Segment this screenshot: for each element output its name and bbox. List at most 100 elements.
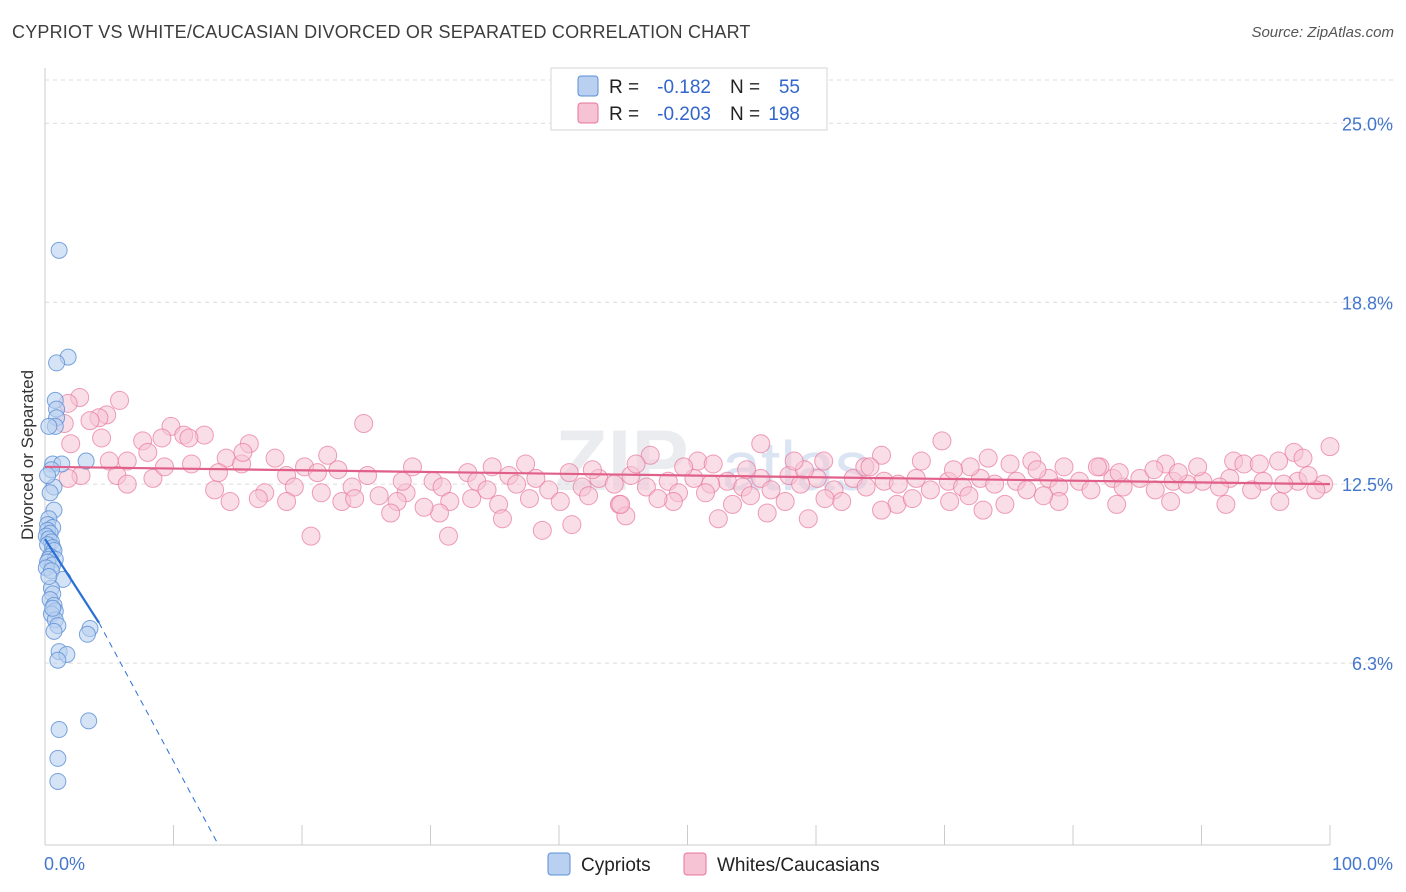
- data-point-white: [626, 454, 646, 474]
- data-point-white: [1027, 460, 1047, 480]
- data-point-white: [940, 491, 960, 511]
- data-point-cypriot: [50, 721, 68, 739]
- data-point-white: [1081, 480, 1101, 500]
- data-point-white: [911, 451, 931, 471]
- legend-swatch-white: [577, 102, 599, 124]
- data-point-white: [1242, 480, 1262, 500]
- legend-n-label: N =: [730, 104, 760, 125]
- bottom-legend-swatch-whites: [683, 852, 707, 876]
- x-tick-label-max: 100.0%: [1332, 854, 1393, 874]
- data-point-white: [648, 489, 668, 509]
- data-point-white: [92, 428, 112, 448]
- data-point-white: [80, 411, 100, 431]
- data-point-white: [138, 442, 158, 462]
- data-point-white: [1107, 494, 1127, 514]
- legend-n-white: 198: [768, 104, 800, 125]
- data-point-white: [354, 414, 374, 434]
- data-point-white: [516, 454, 536, 474]
- data-point-white: [740, 486, 760, 506]
- data-point-white: [695, 483, 715, 503]
- source-credit: Source: ZipAtlas.com: [1251, 24, 1394, 41]
- data-point-white: [888, 474, 908, 494]
- data-point-white: [674, 457, 694, 477]
- data-point-white: [1161, 491, 1181, 511]
- gridlines: [45, 79, 1395, 664]
- data-point-white: [1017, 480, 1037, 500]
- data-point-white: [757, 503, 777, 523]
- trend-line-cypriots-extension: [98, 622, 219, 846]
- data-point-white: [179, 428, 199, 448]
- data-point-white: [960, 457, 980, 477]
- data-point-white: [301, 526, 321, 546]
- data-point-white: [943, 460, 963, 480]
- data-point-cypriot: [45, 622, 63, 640]
- data-point-white: [1109, 463, 1129, 483]
- series-cypriots-points: [37, 241, 99, 790]
- data-point-white: [462, 489, 482, 509]
- data-point-white: [414, 497, 434, 517]
- data-point-white: [1249, 454, 1269, 474]
- data-point-white: [872, 500, 892, 520]
- data-point-white: [636, 477, 656, 497]
- data-point-white: [152, 428, 172, 448]
- data-point-white: [985, 474, 1005, 494]
- data-point-white: [477, 480, 497, 500]
- y-tick-label: 6.3%: [1352, 654, 1393, 674]
- data-point-white: [220, 491, 240, 511]
- data-point-white: [265, 448, 285, 468]
- data-point-white: [492, 509, 512, 529]
- data-point-cypriot: [49, 651, 67, 669]
- data-point-cypriot: [49, 749, 67, 767]
- legend-n-label: N =: [730, 77, 760, 98]
- data-point-cypriot: [44, 599, 62, 617]
- y-tick-labels: 6.3% 12.5% 18.8% 25.0%: [1342, 114, 1393, 674]
- data-point-white: [815, 489, 835, 509]
- data-point-white: [205, 480, 225, 500]
- data-point-white: [358, 465, 378, 485]
- data-point-white: [1087, 457, 1107, 477]
- data-point-white: [959, 486, 979, 506]
- data-point-cypriot: [41, 484, 59, 502]
- legend-n-cypriot: 55: [779, 77, 800, 98]
- series-legend: Cypriots Whites/Caucasians: [547, 852, 880, 876]
- y-axis-label: Divorced or Separated: [18, 370, 37, 540]
- data-point-white: [995, 494, 1015, 514]
- data-point-white: [798, 509, 818, 529]
- data-point-white: [872, 445, 892, 465]
- data-point-cypriot: [39, 466, 57, 484]
- data-point-cypriot: [48, 354, 66, 372]
- data-point-white: [973, 500, 993, 520]
- y-tick-label: 25.0%: [1342, 114, 1393, 134]
- data-point-white: [703, 454, 723, 474]
- data-point-white: [832, 491, 852, 511]
- data-point-cypriot: [78, 625, 96, 643]
- data-point-white: [814, 451, 834, 471]
- data-point-cypriot: [49, 772, 67, 790]
- data-point-white: [1298, 465, 1318, 485]
- data-point-white: [110, 390, 130, 410]
- data-point-white: [978, 448, 998, 468]
- data-point-white: [117, 474, 137, 494]
- data-point-white: [737, 460, 757, 480]
- data-point-white: [582, 460, 602, 480]
- data-point-white: [318, 445, 338, 465]
- data-point-white: [277, 491, 297, 511]
- data-point-white: [1144, 460, 1164, 480]
- data-point-white: [117, 451, 137, 471]
- data-point-white: [751, 434, 771, 454]
- bottom-legend-cypriots: Cypriots: [581, 855, 651, 876]
- legend-r-white: -0.203: [657, 104, 711, 125]
- data-point-white: [482, 457, 502, 477]
- data-point-cypriot: [50, 241, 68, 259]
- data-point-white: [932, 431, 952, 451]
- data-point-white: [532, 520, 552, 540]
- trend-line-cypriots: [44, 538, 100, 624]
- data-point-white: [1033, 486, 1053, 506]
- axes: [44, 68, 1331, 846]
- data-point-white: [775, 491, 795, 511]
- x-tick-labels: 0.0% 100.0%: [44, 854, 1393, 874]
- data-point-white: [920, 480, 940, 500]
- data-point-white: [392, 471, 412, 491]
- data-point-white: [1054, 457, 1074, 477]
